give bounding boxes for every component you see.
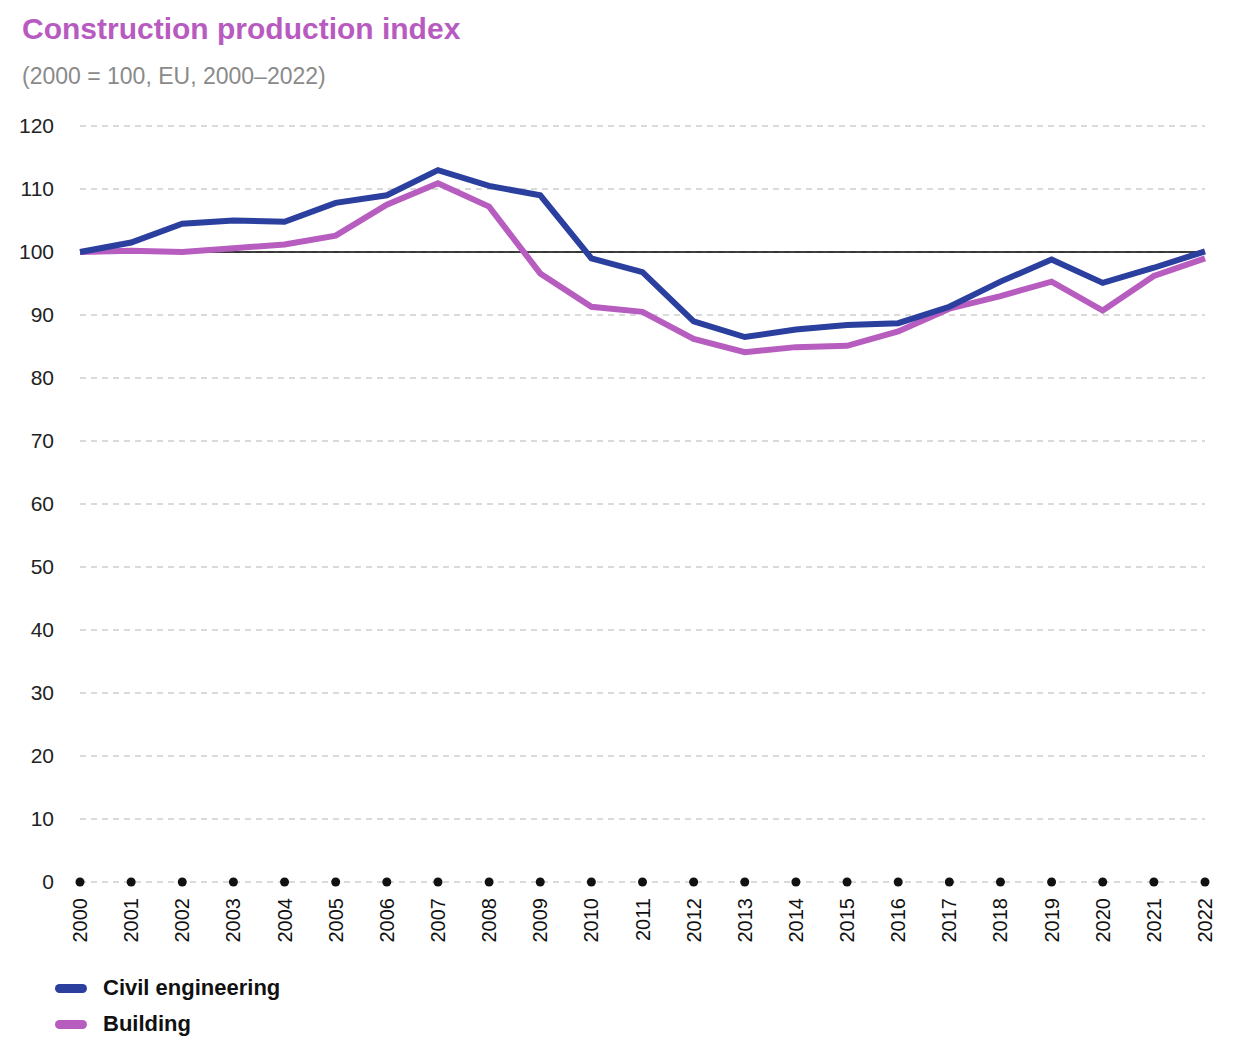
svg-text:2010: 2010 <box>580 898 602 943</box>
svg-text:0: 0 <box>42 870 54 893</box>
html-text:(2000 = 100, EU, 2000–2022): (2000 = 100, EU, 2000–2022) <box>22 63 326 89</box>
svg-text:2007: 2007 <box>427 898 449 943</box>
svg-text:2009: 2009 <box>529 898 551 943</box>
svg-text:40: 40 <box>31 618 54 641</box>
svg-text:2021: 2021 <box>1143 898 1165 943</box>
svg-text:20: 20 <box>31 744 54 767</box>
svg-text:2015: 2015 <box>836 898 858 943</box>
svg-text:2020: 2020 <box>1092 898 1114 943</box>
svg-text:2001: 2001 <box>120 898 142 943</box>
svg-text:100: 100 <box>19 240 54 263</box>
svg-text:2019: 2019 <box>1041 898 1063 943</box>
svg-text:2000: 2000 <box>69 898 91 943</box>
svg-text:2014: 2014 <box>785 898 807 943</box>
svg-text:2003: 2003 <box>222 898 244 943</box>
html-text:Civil engineering: Civil engineering <box>103 975 281 1000</box>
svg-text:90: 90 <box>31 303 54 326</box>
svg-text:60: 60 <box>31 492 54 515</box>
svg-text:2016: 2016 <box>887 898 909 943</box>
svg-text:70: 70 <box>31 429 54 452</box>
svg-text:110: 110 <box>21 177 54 200</box>
svg-text:2011: 2011 <box>632 898 654 941</box>
svg-text:2002: 2002 <box>171 898 193 943</box>
svg-text:2004: 2004 <box>274 898 296 943</box>
svg-text:2017: 2017 <box>938 898 960 943</box>
html-text:Construction production index: Construction production index <box>22 12 461 45</box>
svg-text:2008: 2008 <box>478 898 500 943</box>
svg-text:2013: 2013 <box>734 898 756 943</box>
svg-text:50: 50 <box>31 555 54 578</box>
html-text:Building: Building <box>103 1011 191 1036</box>
svg-text:2022: 2022 <box>1194 898 1216 943</box>
svg-text:10: 10 <box>31 807 54 830</box>
svg-text:2018: 2018 <box>989 898 1011 943</box>
svg-text:2006: 2006 <box>376 898 398 943</box>
svg-text:2012: 2012 <box>683 898 705 943</box>
svg-text:120: 120 <box>19 114 54 137</box>
svg-text:80: 80 <box>31 366 54 389</box>
svg-text:30: 30 <box>31 681 54 704</box>
svg-text:2005: 2005 <box>325 898 347 943</box>
